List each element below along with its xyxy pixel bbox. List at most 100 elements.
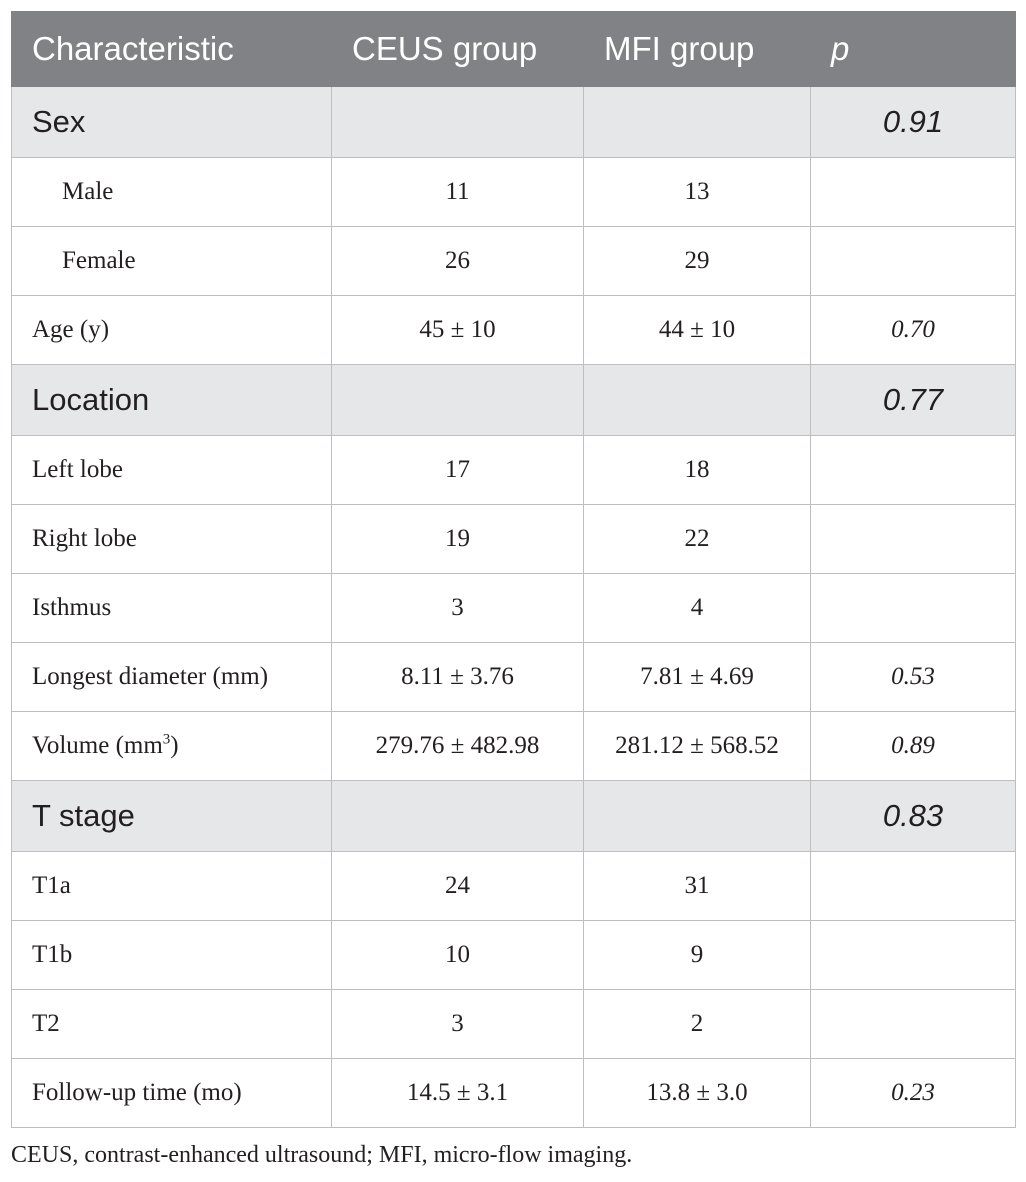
row-label: Isthmus (11, 573, 332, 643)
row-label: Left lobe (11, 435, 332, 505)
table-row: Isthmus 3 4 (11, 573, 1016, 643)
p-value (810, 226, 1016, 296)
p-value: 0.70 (810, 295, 1016, 365)
label-text: T stage (32, 798, 135, 833)
characteristics-table-container: Characteristic CEUS group MFI group p Se… (11, 11, 1016, 1128)
ceus-value: 14.5 ± 3.1 (331, 1058, 584, 1128)
mfi-value: 9 (583, 920, 811, 990)
ceus-value: 11 (331, 157, 584, 227)
label-text: Right lobe (32, 525, 137, 552)
label-text: Volume (mm (32, 732, 163, 759)
section-row: T stage 0.83 (11, 780, 1016, 852)
row-label: T1a (11, 851, 332, 921)
mfi-value: 22 (583, 504, 811, 574)
table-row: Age (y) 45 ± 10 44 ± 10 0.70 (11, 295, 1016, 365)
label-suffix: ) (170, 732, 179, 759)
mfi-value: 4 (583, 573, 811, 643)
label-text: Follow-up time (mo) (32, 1079, 242, 1106)
table-row: Female 26 29 (11, 226, 1016, 296)
mfi-value: 29 (583, 226, 811, 296)
header-characteristic: Characteristic (11, 11, 332, 87)
table-row: Follow-up time (mo) 14.5 ± 3.1 13.8 ± 3.0 0… (11, 1058, 1016, 1128)
ceus-value: 8.11 ± 3.76 (331, 642, 584, 712)
label-text: Female (62, 247, 136, 274)
ceus-value: 45 ± 10 (331, 295, 584, 365)
p-value (810, 920, 1016, 990)
row-label: T2 (11, 989, 332, 1059)
label-text: Left lobe (32, 456, 123, 483)
ceus-value: 19 (331, 504, 584, 574)
table-header: Characteristic CEUS group MFI group p (11, 11, 1016, 87)
mfi-value: 44 ± 10 (583, 295, 811, 365)
label-text: T1b (32, 941, 73, 968)
table-footnote: CEUS, contrast-enhanced ultrasound; MFI,… (11, 1142, 633, 1168)
p-value (810, 573, 1016, 643)
label-text: Age (y) (32, 316, 110, 343)
mfi-value: 31 (583, 851, 811, 921)
ceus-value: 10 (331, 920, 584, 990)
ceus-value: 24 (331, 851, 584, 921)
mfi-value (583, 364, 811, 436)
row-label: Right lobe (11, 504, 332, 574)
ceus-value (331, 364, 584, 436)
table-row: Longest diameter (mm) 8.11 ± 3.76 7.81 ± 4… (11, 642, 1016, 712)
section-label: Sex (11, 86, 332, 158)
p-value: 0.83 (810, 780, 1016, 852)
mfi-value: 13.8 ± 3.0 (583, 1058, 811, 1128)
p-value: 0.91 (810, 86, 1016, 158)
ceus-value: 3 (331, 573, 584, 643)
table-body: Sex 0.91 Male 11 13 Female 26 29 Age (y) 45 ± 10 4… (11, 86, 1016, 1128)
label-text: Location (32, 382, 150, 417)
label-text: Longest diameter (mm) (32, 663, 269, 690)
section-label: T stage (11, 780, 332, 852)
ceus-value (331, 86, 584, 158)
header-p-value: p (810, 11, 1016, 87)
mfi-value (583, 86, 811, 158)
p-value: 0.23 (810, 1058, 1016, 1128)
row-label: Longest diameter (mm) (11, 642, 332, 712)
label-text: T1a (32, 872, 71, 899)
table-row: Right lobe 19 22 (11, 504, 1016, 574)
p-value (810, 504, 1016, 574)
table-row: Male 11 13 (11, 157, 1016, 227)
ceus-value: 17 (331, 435, 584, 505)
ceus-value: 279.76 ± 482.98 (331, 711, 584, 781)
section-row: Location 0.77 (11, 364, 1016, 436)
row-label: Follow-up time (mo) (11, 1058, 332, 1128)
label-text: T2 (32, 1010, 60, 1037)
mfi-value: 18 (583, 435, 811, 505)
label-text: Sex (32, 104, 86, 139)
header-row: Characteristic CEUS group MFI group p (11, 11, 1016, 87)
label-text: Male (62, 178, 114, 205)
p-value (810, 989, 1016, 1059)
table-row: T2 3 2 (11, 989, 1016, 1059)
p-value (810, 851, 1016, 921)
mfi-value: 13 (583, 157, 811, 227)
row-label: Male (11, 157, 332, 227)
mfi-value (583, 780, 811, 852)
row-label: Female (11, 226, 332, 296)
p-value (810, 157, 1016, 227)
section-row: Sex 0.91 (11, 86, 1016, 158)
p-value: 0.53 (810, 642, 1016, 712)
header-ceus-group: CEUS group (331, 11, 584, 87)
row-label: Volume (mm3) (11, 711, 332, 781)
row-label: Age (y) (11, 295, 332, 365)
ceus-value (331, 780, 584, 852)
row-label: T1b (11, 920, 332, 990)
section-label: Location (11, 364, 332, 436)
table-row: Volume (mm3) 279.76 ± 482.98 281.12 ± 568.… (11, 711, 1016, 781)
mfi-value: 2 (583, 989, 811, 1059)
p-value: 0.89 (810, 711, 1016, 781)
label-superscript: 3 (162, 731, 171, 748)
label-text: Isthmus (32, 594, 112, 621)
table-row: Left lobe 17 18 (11, 435, 1016, 505)
mfi-value: 7.81 ± 4.69 (583, 642, 811, 712)
characteristics-table: Characteristic CEUS group MFI group p Se… (11, 11, 1016, 1128)
table-row: T1b 10 9 (11, 920, 1016, 990)
mfi-value: 281.12 ± 568.52 (583, 711, 811, 781)
ceus-value: 3 (331, 989, 584, 1059)
p-value (810, 435, 1016, 505)
p-value: 0.77 (810, 364, 1016, 436)
header-mfi-group: MFI group (583, 11, 811, 87)
